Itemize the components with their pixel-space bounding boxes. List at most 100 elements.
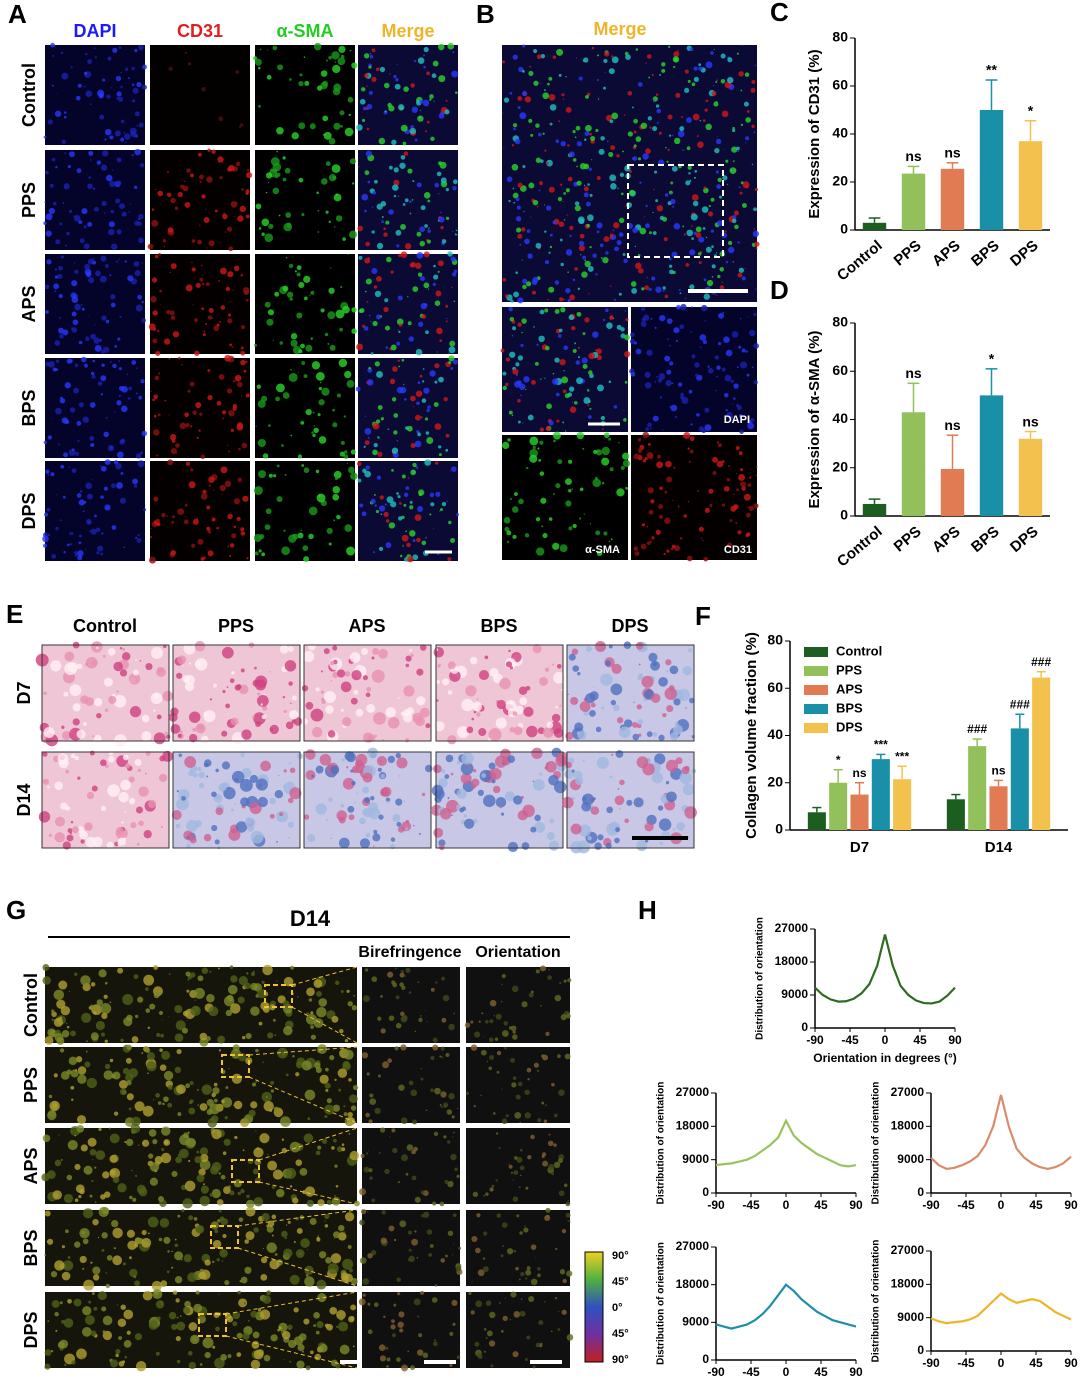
- texture: [525, 1277, 528, 1280]
- texture: [519, 1148, 523, 1152]
- texture: [392, 1147, 398, 1154]
- texture: [396, 492, 399, 495]
- texture: [47, 1320, 50, 1322]
- texture: [90, 528, 97, 535]
- texture: [523, 376, 530, 383]
- texture: [80, 975, 91, 986]
- texture: [42, 976, 52, 985]
- texture: [666, 318, 673, 324]
- texture: [452, 1213, 457, 1218]
- texture: [273, 1106, 279, 1112]
- texture: [437, 270, 440, 273]
- texture: [369, 53, 371, 55]
- texture: [562, 200, 564, 203]
- texture: [177, 1153, 181, 1157]
- texture: [323, 690, 336, 704]
- texture: [611, 663, 622, 674]
- texture: [539, 677, 548, 686]
- panel-label: A: [8, 0, 27, 29]
- texture: [523, 706, 534, 717]
- texture: [535, 242, 542, 249]
- texture: [161, 1019, 163, 1021]
- texture: [317, 209, 320, 212]
- texture: [240, 359, 246, 366]
- texture: [201, 87, 206, 92]
- texture: [524, 533, 530, 538]
- texture: [590, 136, 596, 142]
- texture: [198, 1168, 206, 1176]
- texture: [292, 1197, 299, 1204]
- texture: [747, 506, 749, 509]
- texture: [218, 279, 221, 282]
- frame: [303, 751, 432, 849]
- texture: [456, 513, 460, 517]
- texture: [56, 999, 66, 1009]
- texture: [431, 1297, 438, 1303]
- texture: [413, 824, 415, 827]
- texture: [315, 1330, 320, 1335]
- texture: [336, 1146, 343, 1152]
- texture: [495, 1132, 499, 1135]
- texture: [539, 427, 545, 432]
- texture: [377, 1074, 381, 1078]
- texture: [224, 354, 232, 362]
- texture: [584, 260, 591, 268]
- texture: [213, 683, 217, 688]
- texture: [145, 773, 147, 775]
- texture: [112, 1176, 120, 1183]
- texture: [405, 819, 410, 824]
- texture: [185, 423, 190, 428]
- texture: [65, 244, 67, 247]
- texture: [371, 656, 375, 660]
- texture: [174, 1238, 177, 1241]
- texture: [539, 772, 543, 776]
- texture: [63, 1363, 67, 1367]
- texture: [348, 1132, 351, 1135]
- texture: [583, 186, 589, 192]
- texture: [179, 422, 187, 430]
- bar: [979, 395, 1004, 516]
- texture: [295, 1061, 304, 1069]
- texture: [645, 62, 647, 64]
- texture: [305, 344, 313, 352]
- texture: [113, 694, 127, 708]
- texture: [717, 274, 721, 279]
- texture: [429, 98, 432, 101]
- texture: [236, 423, 244, 431]
- texture: [214, 1229, 219, 1234]
- x-tick-label: BPS: [968, 237, 1003, 270]
- texture: [237, 215, 244, 222]
- texture: [482, 1257, 486, 1260]
- texture: [565, 75, 567, 78]
- annotation: ns: [991, 764, 1005, 778]
- texture: [393, 194, 397, 198]
- texture: [215, 1326, 220, 1332]
- texture: [217, 156, 224, 163]
- texture: [519, 1231, 523, 1235]
- texture: [448, 1092, 455, 1100]
- texture: [154, 188, 157, 190]
- texture: [117, 1183, 127, 1193]
- texture: [422, 380, 425, 383]
- x-tick-label: -90: [707, 1365, 725, 1378]
- texture: [681, 766, 690, 775]
- texture: [228, 1068, 230, 1070]
- texture: [55, 239, 61, 245]
- texture: [188, 481, 196, 489]
- texture: [194, 660, 202, 667]
- texture: [438, 778, 448, 788]
- texture: [613, 704, 620, 712]
- texture: [91, 659, 99, 666]
- texture: [206, 526, 211, 531]
- texture: [512, 187, 515, 190]
- texture: [71, 468, 77, 474]
- texture: [301, 464, 305, 467]
- texture: [81, 1327, 92, 1337]
- texture: [739, 317, 742, 320]
- texture: [135, 304, 143, 312]
- texture: [576, 141, 582, 147]
- texture: [135, 1014, 139, 1019]
- texture: [530, 133, 534, 137]
- texture: [150, 390, 152, 393]
- texture: [321, 690, 325, 694]
